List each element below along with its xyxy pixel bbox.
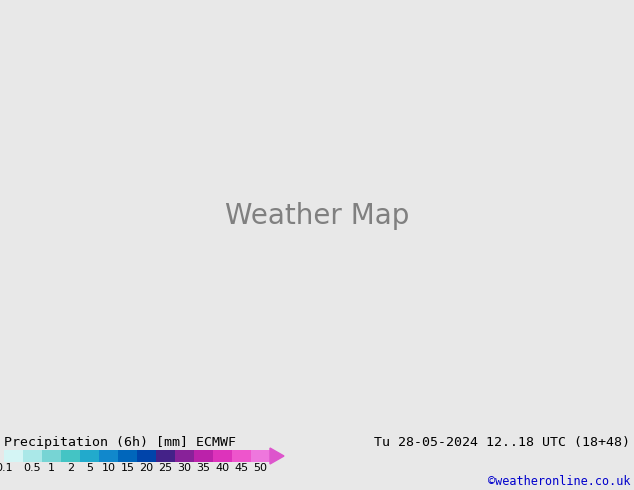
Bar <box>42 450 61 462</box>
Text: 10: 10 <box>101 463 115 473</box>
Text: 15: 15 <box>120 463 134 473</box>
Text: 40: 40 <box>216 463 230 473</box>
Bar <box>99 450 118 462</box>
Bar <box>80 450 99 462</box>
Bar <box>213 450 232 462</box>
Text: Tu 28-05-2024 12..18 UTC (18+48): Tu 28-05-2024 12..18 UTC (18+48) <box>374 436 630 449</box>
Text: 30: 30 <box>178 463 191 473</box>
Bar <box>194 450 213 462</box>
Text: 35: 35 <box>197 463 210 473</box>
Text: 45: 45 <box>235 463 249 473</box>
Text: 1: 1 <box>48 463 55 473</box>
Text: Weather Map: Weather Map <box>225 202 409 230</box>
Bar <box>61 450 80 462</box>
Text: Precipitation (6h) [mm] ECMWF: Precipitation (6h) [mm] ECMWF <box>4 436 236 449</box>
Bar <box>118 450 137 462</box>
Text: 50: 50 <box>254 463 268 473</box>
Text: 0.5: 0.5 <box>23 463 41 473</box>
Bar <box>137 450 156 462</box>
Bar <box>251 450 270 462</box>
Polygon shape <box>270 448 284 464</box>
Text: 25: 25 <box>158 463 172 473</box>
Text: 0.1: 0.1 <box>0 463 13 473</box>
Text: 20: 20 <box>139 463 153 473</box>
Text: 2: 2 <box>67 463 74 473</box>
Bar <box>156 450 175 462</box>
Bar <box>23 450 42 462</box>
Text: ©weatheronline.co.uk: ©weatheronline.co.uk <box>488 475 630 488</box>
Bar <box>4 450 23 462</box>
Bar <box>232 450 251 462</box>
Bar <box>175 450 194 462</box>
Text: 5: 5 <box>86 463 93 473</box>
